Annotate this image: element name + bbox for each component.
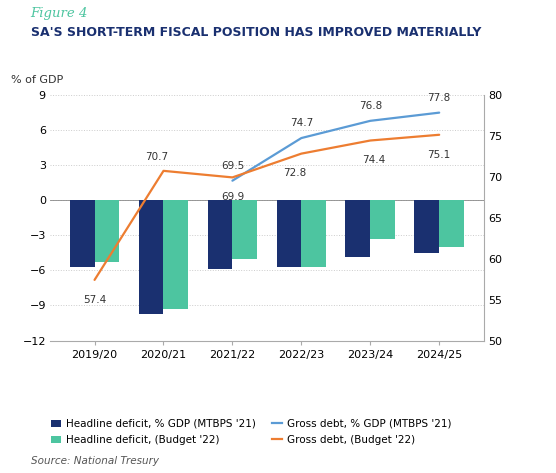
Text: 74.7: 74.7: [290, 118, 313, 128]
Text: 77.8: 77.8: [428, 93, 451, 103]
Bar: [163, 200, 188, 309]
Text: 70.7: 70.7: [145, 152, 168, 162]
Text: % of GDP: % of GDP: [11, 75, 63, 85]
Bar: [276, 200, 301, 267]
Text: SA'S SHORT-TERM FISCAL POSITION HAS IMPROVED MATERIALLY: SA'S SHORT-TERM FISCAL POSITION HAS IMPR…: [31, 26, 481, 39]
Bar: [95, 200, 120, 262]
Bar: [439, 200, 464, 247]
Bar: [345, 200, 370, 257]
Text: Figure 4: Figure 4: [31, 7, 88, 20]
Text: 72.8: 72.8: [283, 168, 306, 178]
Text: 75.1: 75.1: [428, 149, 451, 159]
Text: Source: National Tresury: Source: National Tresury: [31, 456, 158, 466]
Text: 69.5: 69.5: [221, 161, 244, 171]
Bar: [207, 200, 232, 269]
Bar: [138, 200, 163, 314]
Bar: [370, 200, 395, 239]
Bar: [232, 200, 257, 259]
Text: 57.4: 57.4: [83, 295, 106, 305]
Text: 76.8: 76.8: [359, 101, 382, 111]
Text: 74.4: 74.4: [362, 155, 385, 165]
Bar: [301, 200, 326, 267]
Bar: [414, 200, 439, 253]
Bar: [70, 200, 95, 267]
Legend: Headline deficit, % GDP (MTBPS '21), Headline deficit, (Budget '22), Gross debt,: Headline deficit, % GDP (MTBPS '21), Hea…: [47, 415, 456, 449]
Text: 69.9: 69.9: [221, 192, 244, 202]
